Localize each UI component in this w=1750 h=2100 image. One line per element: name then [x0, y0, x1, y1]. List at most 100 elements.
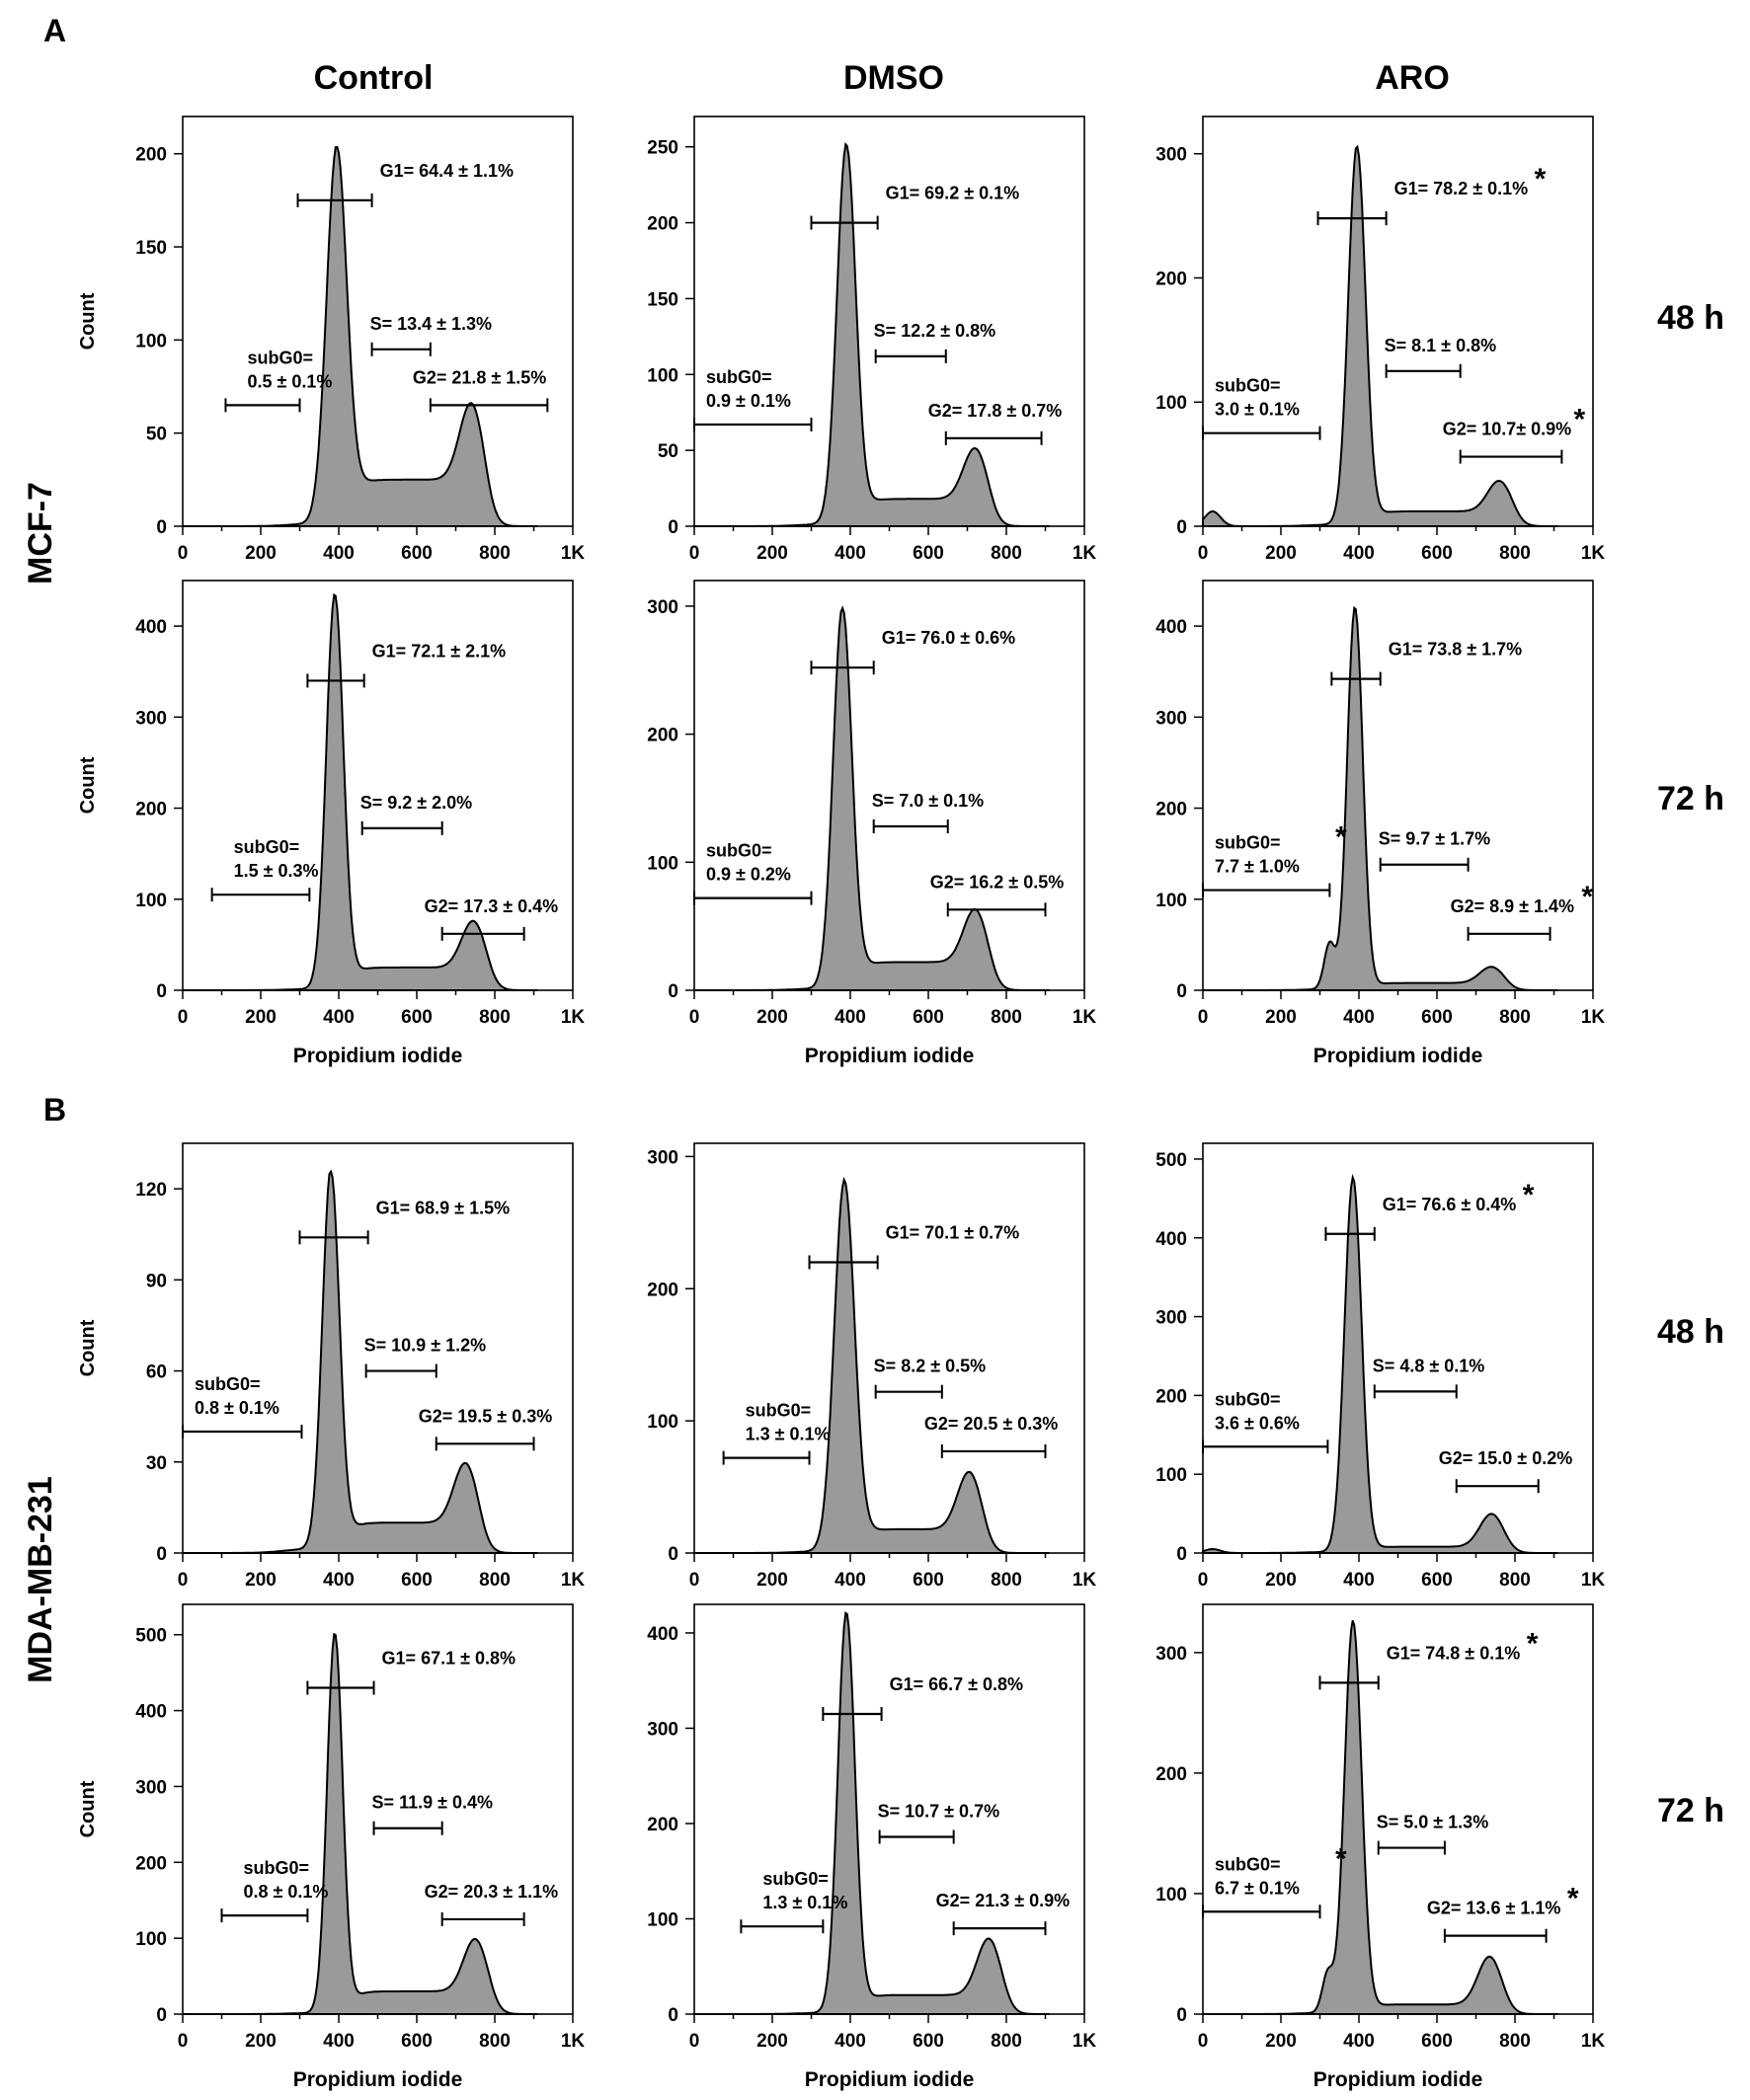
gate-label-subg0: subG0= — [746, 1401, 812, 1421]
gate-label-g1: G1= 69.2 ± 0.1% — [886, 184, 1019, 203]
x-tick-label: 800 — [991, 1007, 1022, 1028]
x-tick-label: 400 — [1343, 2031, 1375, 2052]
gate-label-g1: G1= 76.0 ± 0.6% — [882, 628, 1015, 648]
y-tick-label: 500 — [135, 1626, 167, 1647]
y-tick-label: 300 — [1155, 1644, 1187, 1665]
y-tick-label: 60 — [146, 1362, 167, 1383]
x-tick-label: 400 — [323, 2031, 355, 2052]
x-tick-label: 400 — [835, 1570, 866, 1591]
significance-star: * — [1335, 821, 1347, 854]
gate-label-g1: G1= 64.4 ± 1.1% — [380, 161, 514, 181]
x-tick-label: 600 — [401, 1007, 433, 1028]
row-label-mcf7: MCF-7 — [22, 482, 59, 584]
y-tick-label: 500 — [1155, 1150, 1187, 1171]
y-tick-label: 200 — [647, 726, 678, 746]
x-tick-label: 200 — [756, 1007, 788, 1028]
gate-label-subg0: subG0= — [706, 367, 772, 387]
y-tick-label: 100 — [135, 1929, 167, 1950]
gate-label-g1: G1= 67.1 ± 0.8% — [382, 1649, 516, 1669]
significance-star: * — [1523, 1179, 1535, 1211]
y-tick-label: 100 — [135, 891, 167, 911]
x-tick-label: 600 — [401, 543, 433, 564]
column-title-control: Control — [314, 59, 434, 97]
x-tick-label: 800 — [1499, 543, 1531, 564]
y-tick-label: 300 — [647, 1719, 678, 1740]
y-tick-label: 400 — [1155, 617, 1187, 638]
gate-label-g2: G2= 16.2 ± 0.5% — [930, 872, 1064, 892]
y-tick-label: 300 — [135, 708, 167, 729]
gate-label-s: S= 9.2 ± 2.0% — [360, 793, 472, 813]
significance-star: * — [1581, 881, 1593, 913]
x-tick-label: 800 — [479, 543, 511, 564]
x-tick-label: 1K — [1581, 1007, 1606, 1028]
x-tick-label: 600 — [913, 1007, 944, 1028]
x-tick-label: 200 — [245, 543, 277, 564]
gate-label-subg0: subG0= — [1215, 1389, 1281, 1409]
gate-label-subg0-value: 0.9 ± 0.2% — [706, 865, 791, 885]
x-tick-label: 0 — [178, 2031, 189, 2052]
gate-label-s: S= 5.0 ± 1.3% — [1377, 1813, 1488, 1832]
x-tick-label: 200 — [756, 2031, 788, 2052]
gate-label-subg0: subG0= — [234, 837, 300, 857]
y-tick-label: 120 — [135, 1180, 167, 1201]
gate-label-s: S= 10.7 ± 0.7% — [878, 1801, 999, 1821]
x-tick-label: 200 — [756, 543, 788, 564]
x-tick-label: 0 — [1198, 2031, 1209, 2052]
x-tick-label: 600 — [913, 543, 944, 564]
y-tick-label: 90 — [146, 1271, 167, 1291]
gate-label-g2: G2= 13.6 ± 1.1% — [1427, 1899, 1560, 1918]
y-tick-label: 100 — [1155, 393, 1187, 414]
x-tick-label: 600 — [1421, 1007, 1453, 1028]
gate-label-g1: G1= 66.7 ± 0.8% — [890, 1674, 1023, 1694]
y-tick-label: 0 — [156, 2005, 167, 2026]
x-tick-label: 0 — [689, 543, 700, 564]
histogram-mda-mb-231-control-48h: 0 30 60 90 120 0 200 400 600 800 1K Count subG0= 0.8 … — [77, 1142, 586, 1591]
significance-star: * — [1567, 1883, 1579, 1915]
gate-label-subg0: subG0= — [762, 1869, 829, 1889]
gate-label-subg0-value: 7.7 ± 1.0% — [1215, 857, 1300, 877]
x-tick-label: 200 — [1265, 543, 1297, 564]
x-tick-label: 0 — [689, 2031, 700, 2052]
gate-label-g1: G1= 73.8 ± 1.7% — [1389, 640, 1522, 660]
x-axis-label: Propidium iodide — [805, 1045, 975, 1067]
y-tick-label: 400 — [135, 617, 167, 638]
x-tick-label: 1K — [1073, 1570, 1097, 1591]
x-tick-label: 400 — [1343, 543, 1375, 564]
y-tick-label: 0 — [668, 517, 678, 538]
histogram-mda-mb-231-aro-48h: 0 100 200 300 400 500 0 200 400 600 800 1K subG0= 3.6… — [1155, 1142, 1605, 1591]
y-tick-label: 0 — [668, 2005, 678, 2026]
histogram-mcf-7-dmso-48h: 0 50 100 150 200 250 0 200 400 600 800 1K subG0= 0.9 … — [647, 116, 1096, 564]
column-title-aro: ARO — [1375, 59, 1450, 97]
x-tick-label: 400 — [323, 1570, 355, 1591]
y-tick-label: 100 — [647, 853, 678, 874]
x-tick-label: 200 — [756, 1570, 788, 1591]
x-tick-label: 200 — [245, 2031, 277, 2052]
y-tick-label: 0 — [1176, 517, 1187, 538]
x-axis-label: Propidium iodide — [1313, 2068, 1483, 2091]
x-tick-label: 1K — [561, 1570, 586, 1591]
gate-label-subg0-value: 0.8 ± 0.1% — [195, 1398, 279, 1418]
x-tick-label: 600 — [913, 1570, 944, 1591]
time-label-mda-72h: 72 h — [1657, 1792, 1724, 1829]
x-tick-label: 800 — [479, 1570, 511, 1591]
y-tick-label: 200 — [135, 800, 167, 820]
x-tick-label: 0 — [178, 543, 189, 564]
gate-label-s: S= 9.7 ± 1.7% — [1379, 829, 1490, 849]
y-tick-label: 0 — [1176, 981, 1187, 1002]
histogram-mcf-7-aro-72h: 0 100 200 300 400 0 200 400 600 800 1K Propidium io… — [1155, 580, 1606, 1067]
y-tick-label: 400 — [135, 1702, 167, 1723]
y-tick-label: 200 — [647, 1280, 678, 1300]
x-axis-label: Propidium iodide — [293, 1045, 463, 1067]
gate-label-subg0-value: 6.7 ± 0.1% — [1215, 1878, 1300, 1898]
x-tick-label: 1K — [1581, 2031, 1606, 2052]
x-tick-label: 0 — [1198, 1007, 1209, 1028]
y-tick-label: 0 — [668, 1544, 678, 1565]
x-tick-label: 0 — [689, 1570, 700, 1591]
gate-label-subg0-value: 1.5 ± 0.3% — [234, 861, 319, 881]
gate-label-g1: G1= 70.1 ± 0.7% — [886, 1222, 1019, 1242]
x-axis-label: Propidium iodide — [1313, 1045, 1483, 1067]
histogram-mda-mb-231-dmso-72h: 0 100 200 300 400 0 200 400 600 800 1K Propidium io… — [647, 1603, 1096, 2091]
histogram-mcf-7-aro-48h: 0 100 200 300 0 200 400 600 800 1K subG0= 3.0 ± 0.1… — [1155, 116, 1605, 564]
gate-label-subg0-value: 1.3 ± 0.1% — [746, 1425, 831, 1444]
x-tick-label: 800 — [1499, 2031, 1531, 2052]
